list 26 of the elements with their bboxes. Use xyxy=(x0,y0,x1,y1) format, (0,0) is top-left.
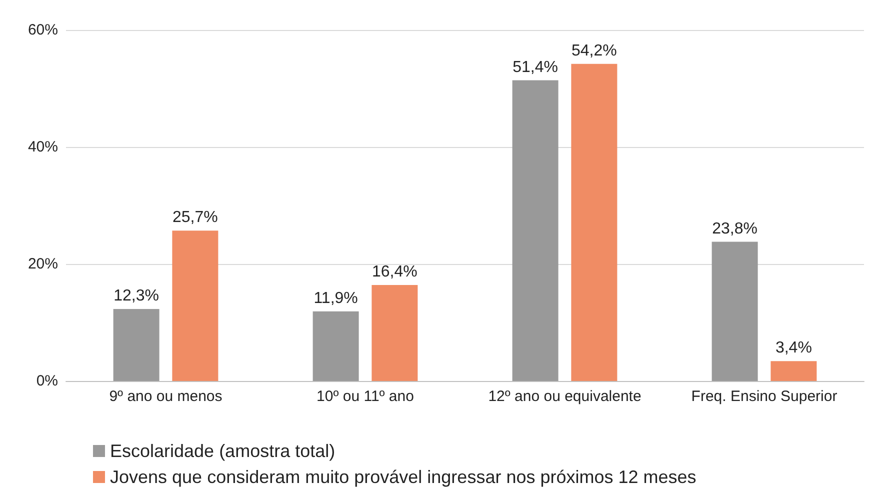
data-label: 23,8% xyxy=(712,220,758,238)
y-tick-label: 60% xyxy=(28,22,58,38)
bar xyxy=(172,230,218,381)
data-label: 25,7% xyxy=(172,209,218,226)
data-label: 12,3% xyxy=(114,288,159,305)
y-tick-label: 0% xyxy=(36,372,58,390)
data-label: 54,2% xyxy=(572,42,617,60)
legend-label: Escolaridade (amostra total) xyxy=(110,441,336,461)
bar xyxy=(113,309,160,381)
bar xyxy=(712,242,758,381)
y-tick-label: 40% xyxy=(28,138,58,156)
bar xyxy=(770,361,817,381)
x-tick-label: 10º ou 11º ano xyxy=(316,388,414,405)
x-tick-label: 9º ano ou menos xyxy=(109,388,222,405)
bar xyxy=(512,80,558,381)
x-tick-label: Freq. Ensino Superior xyxy=(691,388,838,405)
bar xyxy=(312,311,359,381)
x-tick-label: 12º ano ou equivalente xyxy=(488,388,642,405)
data-label: 11,9% xyxy=(314,290,358,307)
data-label: 16,4% xyxy=(372,264,418,281)
data-label: 3,4% xyxy=(775,340,812,357)
bar xyxy=(372,285,418,381)
legend-label: Jovens que consideram muito provável ingressar nos próximos 12 meses xyxy=(110,467,696,487)
data-label: 51,4% xyxy=(512,58,558,76)
bar xyxy=(571,64,618,381)
y-tick-label: 20% xyxy=(28,256,58,272)
